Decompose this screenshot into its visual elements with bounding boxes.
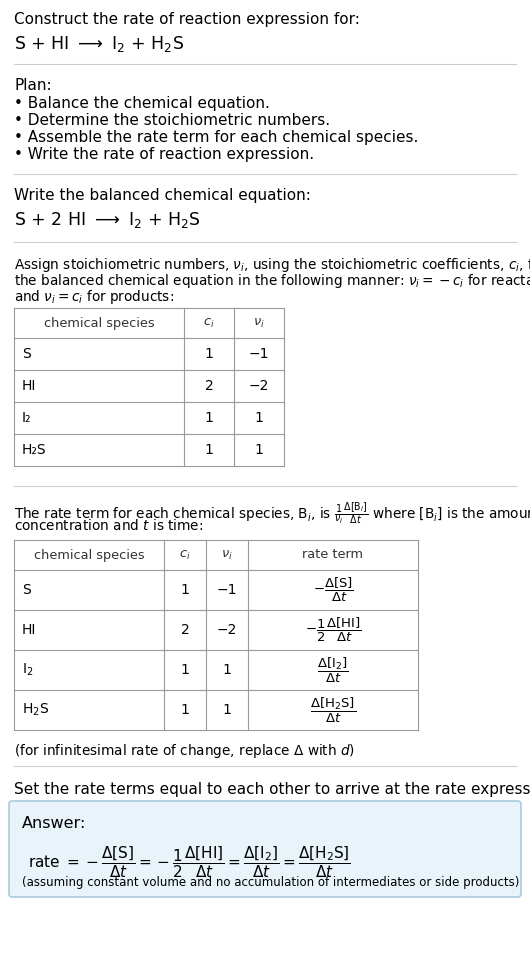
Text: rate term: rate term: [303, 549, 364, 561]
Text: $c_i$: $c_i$: [179, 549, 191, 561]
Text: Assign stoichiometric numbers, $\nu_i$, using the stoichiometric coefficients, $: Assign stoichiometric numbers, $\nu_i$, …: [14, 256, 530, 274]
Text: −2: −2: [217, 623, 237, 637]
Text: $\nu_i$: $\nu_i$: [253, 316, 265, 330]
Text: 1: 1: [205, 411, 214, 425]
Text: Write the balanced chemical equation:: Write the balanced chemical equation:: [14, 188, 311, 203]
Text: 1: 1: [254, 411, 263, 425]
Text: Plan:: Plan:: [14, 78, 51, 93]
Text: $-\dfrac{\Delta[\mathrm{S}]}{\Delta t}$: $-\dfrac{\Delta[\mathrm{S}]}{\Delta t}$: [313, 576, 354, 604]
Text: 1: 1: [181, 663, 189, 677]
Text: $-\dfrac{1}{2}\dfrac{\Delta[\mathrm{HI}]}{\Delta t}$: $-\dfrac{1}{2}\dfrac{\Delta[\mathrm{HI}]…: [305, 616, 361, 644]
Text: Construct the rate of reaction expression for:: Construct the rate of reaction expressio…: [14, 12, 360, 27]
Text: 1: 1: [205, 443, 214, 457]
Text: HI: HI: [22, 623, 37, 637]
Bar: [14, 308, 284, 466]
Text: $\dfrac{\Delta[\mathrm{I_2}]}{\Delta t}$: $\dfrac{\Delta[\mathrm{I_2}]}{\Delta t}$: [317, 656, 349, 684]
Text: H$_2$S: H$_2$S: [22, 702, 49, 718]
Text: (for infinitesimal rate of change, replace $\Delta$ with $d$): (for infinitesimal rate of change, repla…: [14, 742, 355, 760]
Text: S + 2 HI $\longrightarrow$ I$_2$ + H$_2$S: S + 2 HI $\longrightarrow$ I$_2$ + H$_2$…: [14, 210, 201, 230]
Text: rate $= -\dfrac{\Delta[\mathrm{S}]}{\Delta t} = -\dfrac{1}{2}\dfrac{\Delta[\math: rate $= -\dfrac{\Delta[\mathrm{S}]}{\Del…: [28, 844, 351, 879]
Text: • Assemble the rate term for each chemical species.: • Assemble the rate term for each chemic…: [14, 130, 418, 145]
Text: $\dfrac{\Delta[\mathrm{H_2S}]}{\Delta t}$: $\dfrac{\Delta[\mathrm{H_2S}]}{\Delta t}…: [310, 695, 356, 724]
Text: I$_2$: I$_2$: [22, 662, 33, 678]
Text: (assuming constant volume and no accumulation of intermediates or side products): (assuming constant volume and no accumul…: [22, 876, 519, 889]
Text: 1: 1: [205, 347, 214, 361]
Text: The rate term for each chemical species, B$_i$, is $\frac{1}{\nu_i}\frac{\Delta[: The rate term for each chemical species,…: [14, 500, 530, 526]
Text: Set the rate terms equal to each other to arrive at the rate expression:: Set the rate terms equal to each other t…: [14, 782, 530, 797]
Text: 2: 2: [205, 379, 214, 393]
Text: H₂S: H₂S: [22, 443, 47, 457]
Text: I₂: I₂: [22, 411, 31, 425]
Text: 1: 1: [181, 703, 189, 717]
Text: 1: 1: [181, 583, 189, 597]
Text: chemical species: chemical species: [43, 316, 154, 330]
Text: • Balance the chemical equation.: • Balance the chemical equation.: [14, 96, 270, 111]
Text: S + HI $\longrightarrow$ I$_2$ + H$_2$S: S + HI $\longrightarrow$ I$_2$ + H$_2$S: [14, 34, 184, 54]
Text: $\nu_i$: $\nu_i$: [221, 549, 233, 561]
Text: −2: −2: [249, 379, 269, 393]
Text: 2: 2: [181, 623, 189, 637]
Text: and $\nu_i = c_i$ for products:: and $\nu_i = c_i$ for products:: [14, 288, 174, 306]
Text: 1: 1: [223, 703, 232, 717]
Text: HI: HI: [22, 379, 37, 393]
Text: the balanced chemical equation in the following manner: $\nu_i = -c_i$ for react: the balanced chemical equation in the fo…: [14, 272, 530, 290]
Text: −1: −1: [217, 583, 237, 597]
Text: S: S: [22, 347, 31, 361]
Text: −1: −1: [249, 347, 269, 361]
FancyBboxPatch shape: [9, 801, 521, 897]
Text: 1: 1: [223, 663, 232, 677]
Bar: [14, 540, 418, 730]
Text: 1: 1: [254, 443, 263, 457]
Text: • Write the rate of reaction expression.: • Write the rate of reaction expression.: [14, 147, 314, 162]
Text: concentration and $t$ is time:: concentration and $t$ is time:: [14, 518, 204, 533]
Text: • Determine the stoichiometric numbers.: • Determine the stoichiometric numbers.: [14, 113, 330, 128]
Text: $c_i$: $c_i$: [203, 316, 215, 330]
Text: Answer:: Answer:: [22, 816, 86, 831]
Text: S: S: [22, 583, 31, 597]
Text: chemical species: chemical species: [34, 549, 144, 561]
